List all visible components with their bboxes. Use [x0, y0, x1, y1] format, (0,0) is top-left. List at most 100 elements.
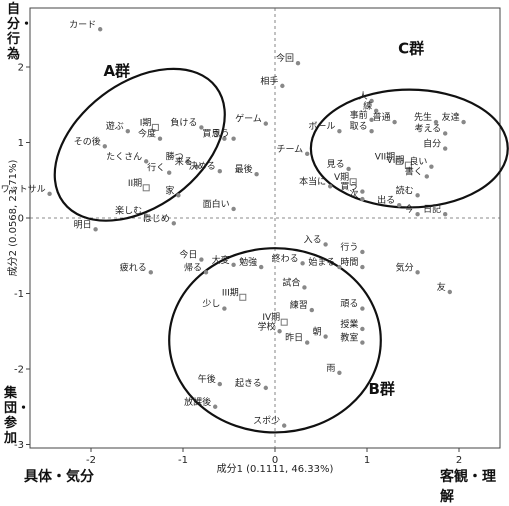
- data-point: [217, 381, 222, 387]
- point-label: III期: [222, 287, 239, 298]
- point-label: 決める: [189, 160, 216, 172]
- data-point: [415, 270, 420, 275]
- point-label: 最後: [235, 163, 253, 175]
- y-tick-label: 0: [18, 214, 24, 225]
- data-point: [167, 170, 172, 175]
- data-point: [323, 334, 328, 339]
- data-point: [374, 108, 379, 113]
- cluster-ellipses: A群 B群 C群: [53, 39, 509, 434]
- data-point: [337, 128, 342, 134]
- point-label: ワットサル: [1, 184, 46, 195]
- point-label: 取る: [350, 121, 368, 132]
- point-label: 今度: [138, 128, 156, 140]
- point-label: スポ少: [253, 416, 280, 427]
- point-label: 放課後: [184, 396, 211, 408]
- y-axis-label: 成分2 (0.0568, 23.71%): [7, 159, 19, 276]
- period-marker: [280, 318, 288, 326]
- point-label: 本当に: [299, 175, 326, 187]
- point-label: 友: [437, 281, 446, 293]
- data-point: [337, 264, 342, 270]
- data-point: [231, 262, 236, 268]
- data-point: [397, 202, 402, 208]
- data-point: [231, 206, 236, 212]
- point-label: 午後: [198, 373, 216, 385]
- corner-label-top-left: 自分・行為: [7, 2, 34, 62]
- point-label: 見る: [327, 159, 345, 170]
- data-point: [337, 370, 342, 375]
- data-point: [217, 168, 222, 174]
- point-label: 面白い: [203, 198, 230, 210]
- point-label: 事前: [350, 109, 368, 121]
- point-label: 雨: [326, 363, 335, 374]
- data-point: [305, 151, 310, 157]
- point-label: 友達: [442, 111, 460, 123]
- data-point: [443, 146, 448, 151]
- point-label: 負ける: [170, 116, 197, 128]
- point-label: 自分: [423, 138, 441, 150]
- point-label: 疲れる: [120, 261, 147, 273]
- period-marker: [349, 178, 357, 186]
- corner-label-bottom-left: 集団・参加: [4, 386, 31, 446]
- data-point: [415, 212, 420, 217]
- point-label: 今: [405, 203, 414, 215]
- point-label: IV期: [262, 312, 280, 323]
- data-point: [346, 166, 351, 172]
- point-label: V期: [334, 172, 349, 183]
- data-point: [447, 289, 452, 295]
- point-label: 朝: [313, 327, 322, 338]
- point-label: 楽しむ: [115, 205, 142, 217]
- point-label: 良い: [409, 156, 427, 168]
- point-label: 家: [165, 184, 174, 196]
- data-point: [203, 270, 209, 275]
- x-tick-label: 2: [456, 455, 462, 466]
- point-label: 気分: [396, 261, 414, 273]
- period-marker: [395, 157, 403, 165]
- point-label: 買う: [340, 182, 358, 193]
- x-tick-label: 1: [364, 455, 370, 466]
- point-label: 少し: [202, 299, 220, 310]
- point-label: 勝つ: [166, 150, 184, 162]
- data-point: [199, 257, 204, 262]
- data-point: [295, 61, 301, 66]
- point-label: 相手: [260, 75, 278, 87]
- data-point: [93, 227, 98, 232]
- y-tick-label: 2: [18, 63, 24, 74]
- point-label: カード: [69, 19, 96, 30]
- data-point: [277, 329, 282, 334]
- data-point: [171, 221, 176, 226]
- point-label: その後: [74, 135, 101, 147]
- data-point: [328, 184, 333, 189]
- point-label: 読む: [396, 184, 414, 196]
- period-marker: [239, 293, 247, 301]
- data-point: [433, 119, 439, 125]
- data-point: [323, 242, 328, 247]
- point-label: 教室: [340, 332, 358, 344]
- point-label: 思う: [212, 129, 230, 140]
- point-label: 考える: [414, 123, 441, 134]
- data-point: [222, 136, 227, 141]
- data-point: [213, 404, 218, 409]
- point-label: 昨日: [285, 332, 303, 344]
- point-label: ボール: [308, 121, 335, 132]
- cluster-ellipse: [168, 247, 382, 434]
- y-tick-label: -1: [14, 289, 24, 300]
- period-marker: [151, 123, 159, 131]
- point-label: 来る: [175, 157, 193, 168]
- point-label: 買う: [202, 129, 220, 140]
- point-label: 先生: [414, 111, 432, 123]
- axes: -2 -1 0 1 2 -3 -2 -1 0 1 2: [14, 7, 501, 466]
- axis-caption-left: 具体・気分: [24, 469, 94, 485]
- data-point: [263, 385, 268, 391]
- data-point: [102, 144, 108, 149]
- point-label: 今回: [276, 52, 294, 64]
- data-point: [144, 213, 149, 218]
- point-label: はじめ: [143, 213, 170, 224]
- point-label: たくさん: [106, 151, 142, 162]
- cluster-ellipse: [309, 88, 509, 209]
- x-tick-label: 0: [272, 455, 278, 466]
- point-label: I期: [140, 117, 152, 128]
- point-label: 試合: [282, 276, 300, 288]
- point-label: 日記: [423, 203, 441, 215]
